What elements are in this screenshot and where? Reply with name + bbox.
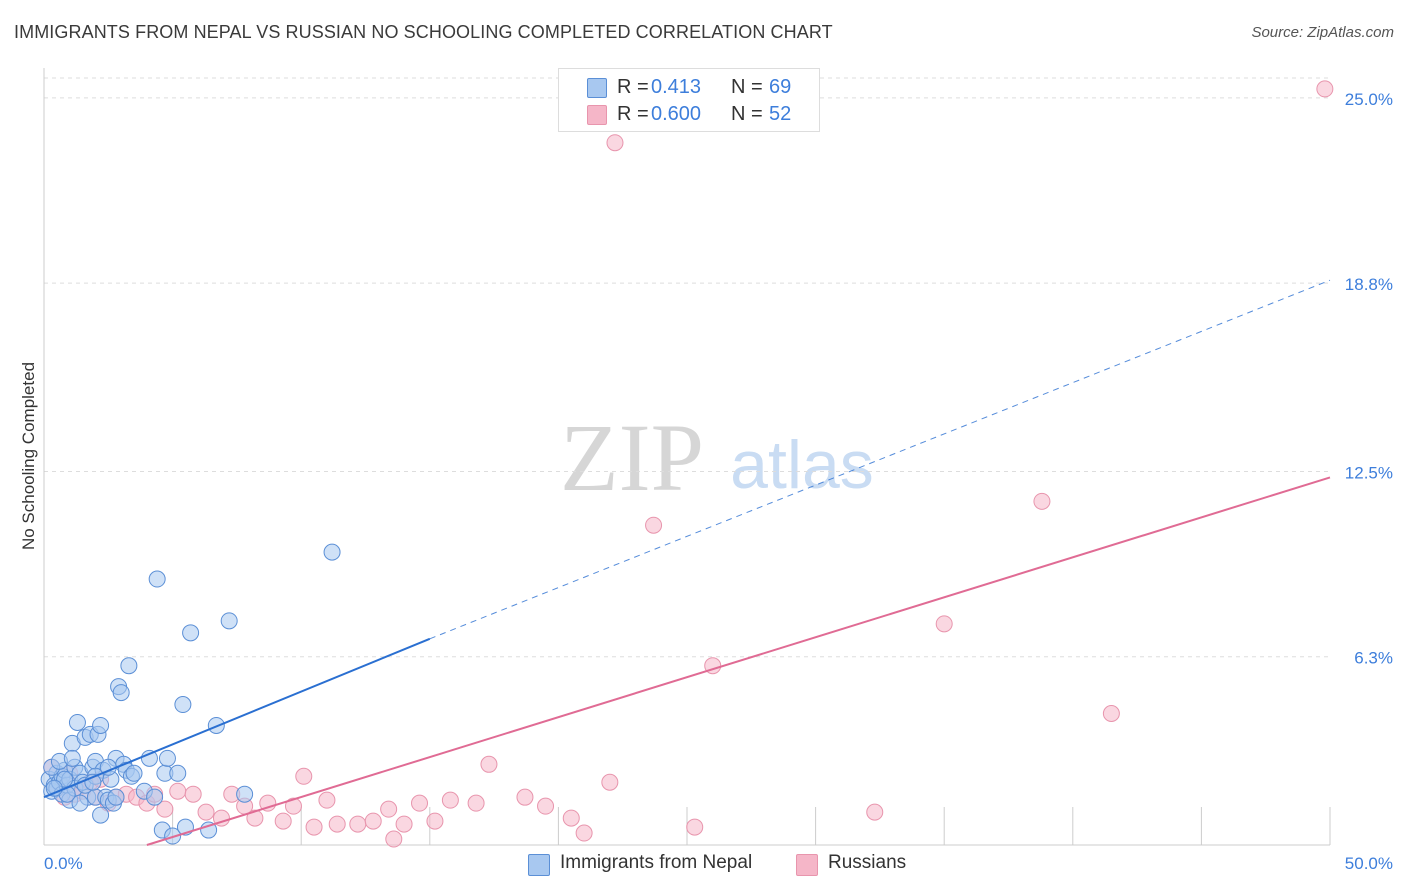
nepal-point (323, 543, 341, 561)
russians-point (935, 615, 953, 633)
nepal-point (120, 657, 138, 675)
russians-point (246, 809, 264, 827)
nepal-point (63, 749, 81, 767)
x-tick-label-max: 50.0% (1345, 854, 1393, 873)
tick-labels: 6.3% 12.5% 18.8% 25.0% 0.0% 50.0% (44, 90, 1393, 873)
russians-point (1102, 705, 1120, 723)
legend-label-nepal: Immigrants from Nepal (560, 852, 753, 873)
nepal-point (146, 788, 164, 806)
russians-point (395, 815, 413, 833)
nepal-point (220, 612, 238, 630)
russians-trend-line (146, 476, 1331, 846)
legend-n-label: N = (731, 103, 763, 125)
russians-point (562, 809, 580, 827)
x-tick-label-min: 0.0% (44, 854, 83, 873)
russians-point (318, 791, 336, 809)
y-tick-label: 25.0% (1345, 90, 1393, 109)
russians-point (601, 773, 619, 791)
russians-point (156, 800, 174, 818)
russians-point (645, 516, 663, 534)
russians-point (866, 803, 884, 821)
legend-n-value: 69 (769, 76, 792, 98)
legend-swatch-russians (587, 105, 607, 125)
chart-title: IMMIGRANTS FROM NEPAL VS RUSSIAN NO SCHO… (14, 22, 833, 42)
legend-r-value: 0.600 (651, 103, 702, 125)
russians-point (184, 785, 202, 803)
russians-point (380, 800, 398, 818)
legend-n-value: 52 (769, 103, 792, 125)
nepal-points (40, 543, 341, 845)
russians-point (169, 782, 187, 800)
nepal-point (92, 806, 110, 824)
russians-point (516, 788, 534, 806)
russians-point (364, 812, 382, 830)
nepal-point (68, 713, 86, 731)
legend-n-label: N = (731, 76, 763, 98)
russians-point (537, 797, 555, 815)
nepal-point (169, 764, 187, 782)
russians-point (385, 830, 403, 848)
legend-row-russians: R = 0.600 N = 52 (559, 101, 819, 127)
legend-swatch-russians (796, 854, 818, 876)
y-tick-label: 6.3% (1354, 649, 1393, 668)
russians-point (1033, 492, 1051, 510)
russians-point (295, 767, 313, 785)
nepal-point (125, 764, 143, 782)
russians-point (305, 818, 323, 836)
russians-point (328, 815, 346, 833)
nepal-trend-line (43, 637, 431, 799)
russians-point (441, 791, 459, 809)
y-tick-label: 12.5% (1345, 463, 1393, 482)
nepal-point (182, 624, 200, 642)
legend-r-label: R = (617, 103, 649, 125)
nepal-trend-extension (429, 279, 1331, 640)
russians-point (480, 755, 498, 773)
watermark-zip: ZIP (560, 404, 704, 511)
y-tick-label: 18.8% (1345, 275, 1393, 294)
russians-point (349, 815, 367, 833)
y-axis-label: No Schooling Completed (19, 362, 38, 550)
russians-point (426, 812, 444, 830)
russians-point (467, 794, 485, 812)
legend-label-russians: Russians (828, 852, 907, 873)
nepal-point (140, 749, 158, 767)
nepal-point (148, 570, 166, 588)
nepal-point (236, 785, 254, 803)
russians-point (274, 812, 292, 830)
russians-point (606, 134, 624, 152)
russians-point (411, 794, 429, 812)
source-credit: Source: ZipAtlas.com (1251, 24, 1394, 41)
nepal-point (92, 716, 110, 734)
russians-point (575, 824, 593, 842)
trend-lines (43, 279, 1331, 846)
nepal-point (174, 696, 192, 714)
legend-row-nepal: R = 0.413 N = 69 (559, 74, 819, 100)
grid-lines (44, 77, 1330, 658)
nepal-point (158, 749, 176, 767)
nepal-point (71, 794, 89, 812)
russians-point (686, 818, 704, 836)
stats-legend: R = 0.413 N = 69 R = 0.600 N = 52 (558, 68, 820, 132)
legend-r-value: 0.413 (651, 76, 702, 98)
legend-swatch-nepal (587, 78, 607, 98)
russians-point (284, 797, 302, 815)
legend-swatch-nepal (528, 854, 550, 876)
russians-point (1316, 80, 1334, 98)
russians-point (197, 803, 215, 821)
nepal-point (112, 684, 130, 702)
legend-r-label: R = (617, 76, 649, 98)
watermark-atlas: atlas (730, 427, 874, 503)
nepal-point (107, 788, 125, 806)
